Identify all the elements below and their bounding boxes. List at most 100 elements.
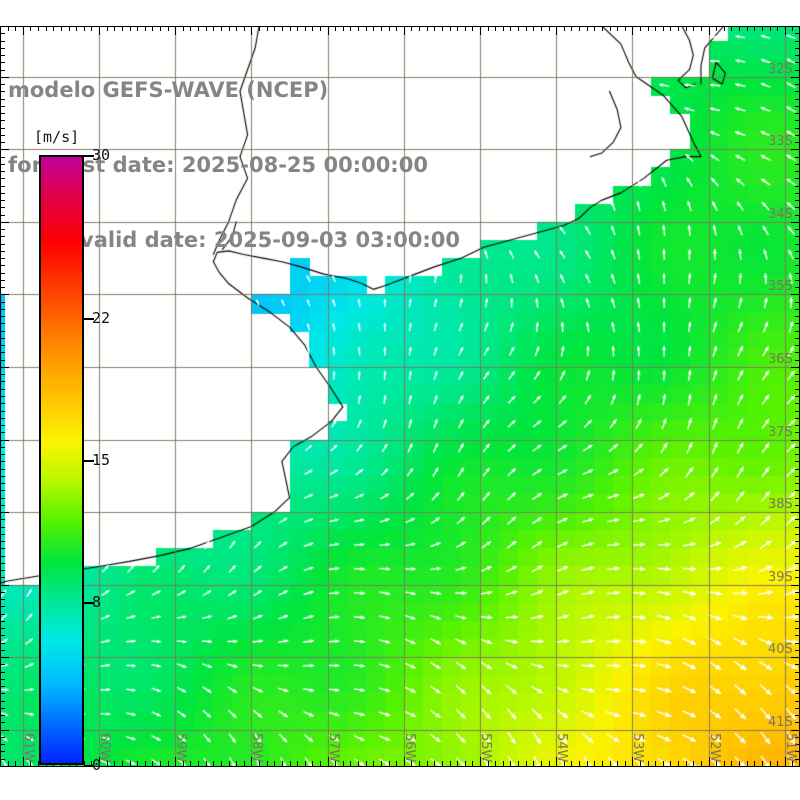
tick-bottom <box>213 761 214 766</box>
tick-left <box>0 483 5 484</box>
tick-top <box>381 26 382 31</box>
tick-right <box>795 403 800 404</box>
tick-left <box>0 215 5 216</box>
colorbar-tick-mark <box>84 765 94 767</box>
tick-right <box>791 367 800 368</box>
tick-top <box>61 26 62 31</box>
tick-top <box>8 26 9 31</box>
tick-left <box>0 26 5 27</box>
tick-bottom <box>91 761 92 766</box>
tick-bottom <box>427 761 428 766</box>
tick-top <box>15 26 16 31</box>
tick-left <box>0 730 9 731</box>
tick-top <box>640 26 641 31</box>
tick-bottom <box>251 757 252 766</box>
tick-top <box>350 26 351 31</box>
tick-right <box>795 135 800 136</box>
tick-top <box>693 26 694 31</box>
tick-bottom <box>343 761 344 766</box>
tick-top <box>785 26 786 35</box>
tick-bottom <box>450 761 451 766</box>
tick-top <box>152 26 153 31</box>
tick-right <box>795 686 800 687</box>
tick-top <box>53 26 54 31</box>
colorbar-tick-mark <box>84 602 94 605</box>
tick-bottom <box>122 761 123 766</box>
tick-bottom <box>38 761 39 766</box>
tick-top <box>91 26 92 31</box>
tick-right <box>795 621 800 622</box>
tick-left <box>0 389 5 390</box>
tick-bottom <box>328 757 329 766</box>
tick-left <box>0 55 5 56</box>
tick-right <box>795 244 800 245</box>
tick-right <box>795 280 800 281</box>
tick-right <box>795 635 800 636</box>
tick-right <box>795 708 800 709</box>
tick-top <box>69 26 70 31</box>
tick-left <box>0 693 5 694</box>
tick-bottom <box>693 761 694 766</box>
tick-bottom <box>175 757 176 766</box>
tick-right <box>795 323 800 324</box>
tick-right <box>795 548 800 549</box>
tick-bottom <box>221 761 222 766</box>
tick-bottom <box>556 757 557 766</box>
tick-top <box>533 26 534 31</box>
tick-top <box>190 26 191 31</box>
tick-right <box>795 70 800 71</box>
tick-bottom <box>533 761 534 766</box>
tick-right <box>795 432 800 433</box>
tick-left <box>0 222 9 223</box>
tick-right <box>795 374 800 375</box>
tick-right <box>795 302 800 303</box>
tick-left <box>0 236 5 237</box>
tick-bottom <box>678 761 679 766</box>
lon-tick-label: 59W <box>173 733 189 763</box>
lat-tick-label: 41S <box>768 714 793 730</box>
tick-left <box>0 447 5 448</box>
tick-top <box>564 26 565 31</box>
tick-left <box>0 541 5 542</box>
tick-right <box>795 672 800 673</box>
tick-bottom <box>648 761 649 766</box>
tick-right <box>791 730 800 731</box>
tick-right <box>795 664 800 665</box>
tick-top <box>122 26 123 31</box>
tick-top <box>38 26 39 31</box>
tick-bottom <box>655 761 656 766</box>
tick-right <box>795 592 800 593</box>
lon-tick-label: 55W <box>478 733 493 763</box>
tick-top <box>305 26 306 31</box>
tick-right <box>795 722 800 723</box>
tick-right <box>795 469 800 470</box>
tick-bottom <box>564 761 565 766</box>
tick-bottom <box>663 761 664 766</box>
tick-left <box>0 621 5 622</box>
tick-left <box>0 77 9 78</box>
tick-top <box>579 26 580 31</box>
tick-bottom <box>404 757 405 766</box>
tick-left <box>0 432 5 433</box>
tick-left <box>0 171 5 172</box>
tick-top <box>427 26 428 31</box>
tick-bottom <box>503 761 504 766</box>
tick-right <box>795 41 800 42</box>
tick-right <box>795 338 800 339</box>
tick-right <box>795 309 800 310</box>
tick-bottom <box>518 761 519 766</box>
colorbar-unit-label: [m/s] <box>34 128 80 146</box>
lat-tick-label: 34S <box>768 206 793 222</box>
tick-right <box>795 715 800 716</box>
tick-top <box>335 26 336 31</box>
tick-right <box>795 418 800 419</box>
tick-bottom <box>785 757 786 766</box>
tick-bottom <box>137 761 138 766</box>
tick-bottom <box>297 761 298 766</box>
tick-bottom <box>625 761 626 766</box>
tick-left <box>0 534 5 535</box>
lat-tick-label: 37S <box>768 424 793 440</box>
tick-left <box>0 679 5 680</box>
tick-top <box>625 26 626 31</box>
tick-top <box>107 26 108 31</box>
